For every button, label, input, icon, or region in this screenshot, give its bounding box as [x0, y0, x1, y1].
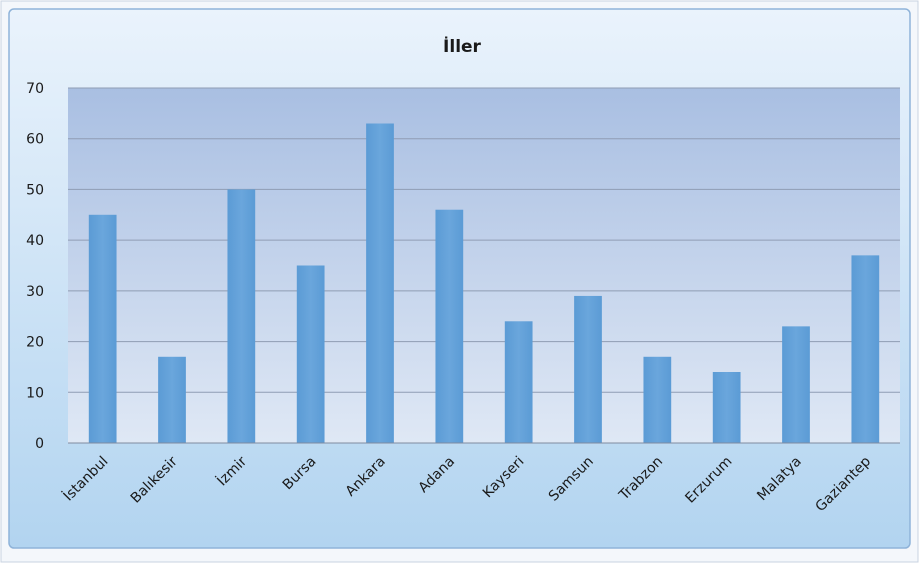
bar: [712, 372, 741, 443]
plot-area: [68, 88, 900, 443]
y-tick-label: 0: [35, 436, 44, 452]
bar: [296, 265, 325, 443]
gridlines: [68, 87, 900, 393]
y-tick-label: 50: [26, 182, 44, 198]
bar: [574, 295, 602, 443]
bar: [782, 326, 810, 443]
bar: [851, 255, 880, 443]
bar: [158, 356, 186, 443]
y-tick-label: 30: [26, 284, 44, 300]
bar: [227, 189, 256, 443]
bar: [366, 123, 394, 443]
bar: [435, 209, 464, 443]
bar: [643, 356, 672, 443]
bars: [88, 123, 880, 443]
y-axis-tick-labels: 0 10 20 30 40 50 60 70: [26, 81, 44, 452]
y-tick-label: 70: [26, 81, 44, 97]
chart-title: İller: [443, 35, 482, 57]
y-tick-label: 60: [26, 132, 44, 148]
bar: [504, 321, 533, 443]
y-tick-label: 10: [26, 385, 44, 401]
y-tick-label: 40: [26, 233, 44, 249]
y-tick-label: 20: [26, 335, 44, 351]
bar: [88, 214, 117, 443]
